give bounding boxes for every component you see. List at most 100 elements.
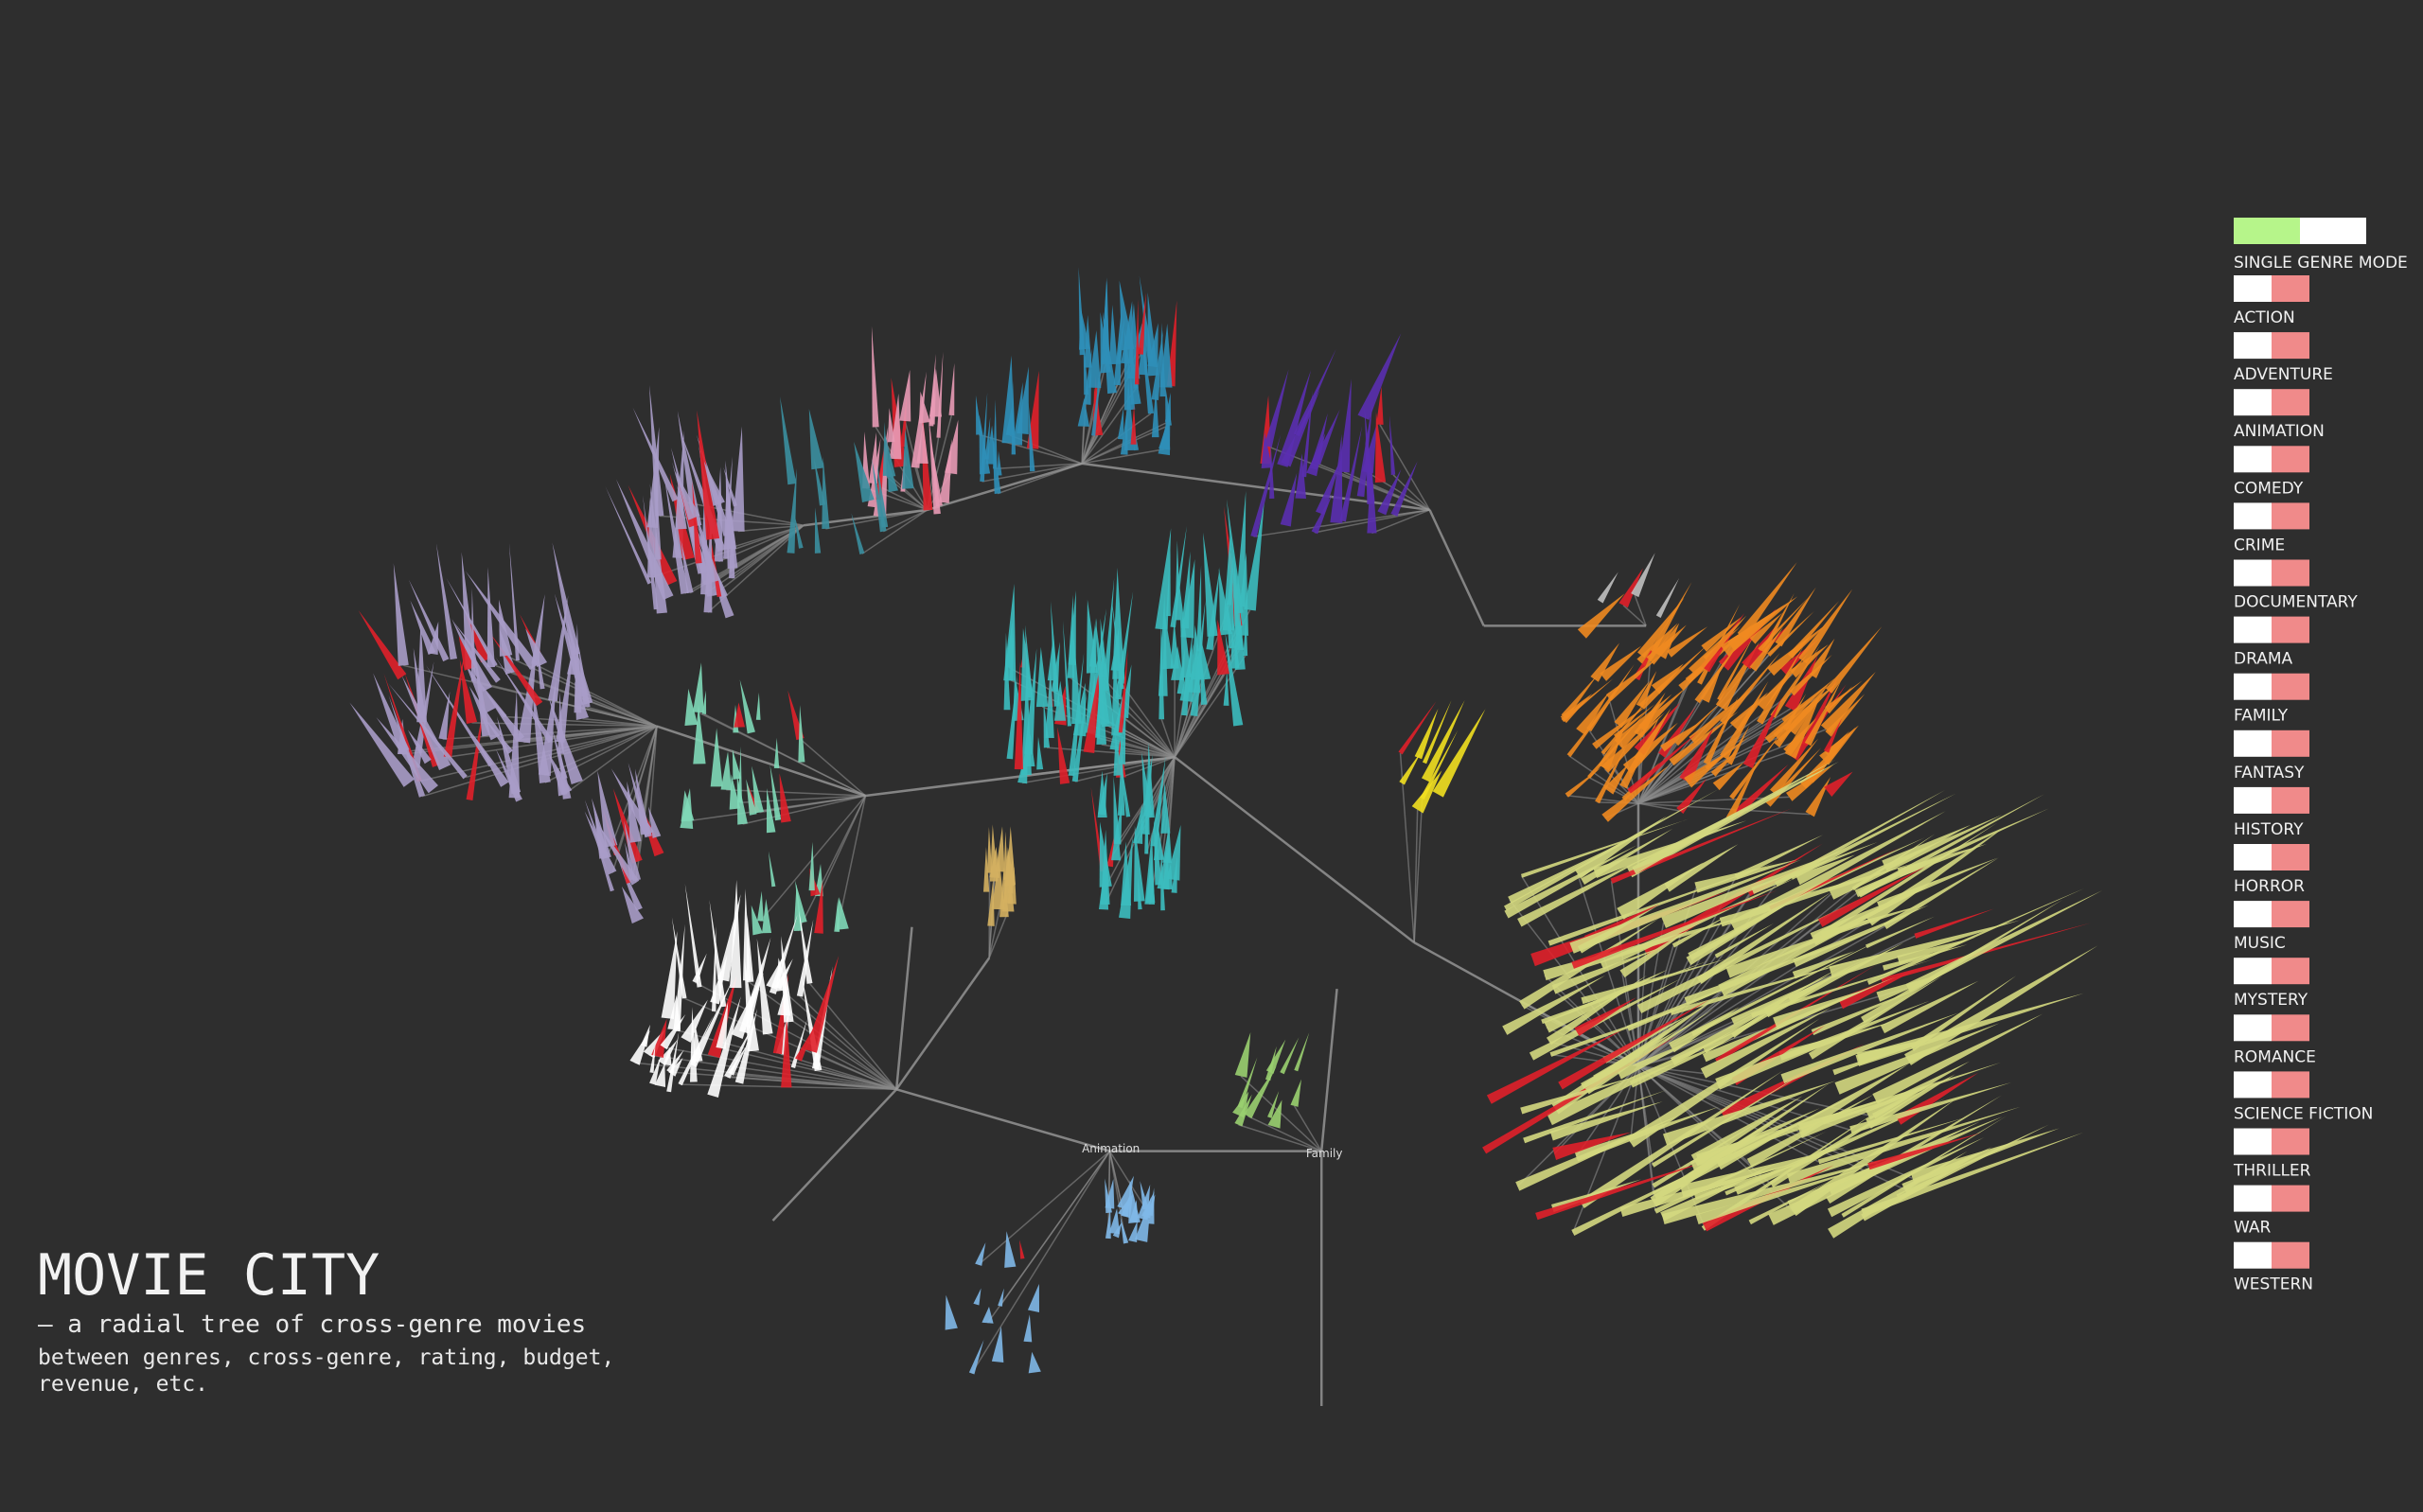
toggle-on[interactable] (2272, 1128, 2309, 1155)
movie-spike (1715, 1000, 1930, 1090)
genre-toggle[interactable] (2234, 389, 2309, 416)
toggle-off[interactable] (2234, 275, 2272, 302)
movie-spike (1001, 355, 1016, 444)
movie-spike (1160, 782, 1171, 834)
toggle-off[interactable] (2234, 786, 2272, 814)
movie-spike (1904, 945, 2098, 1065)
movie-spike (383, 673, 422, 782)
movie-spike (548, 595, 569, 702)
toggle-off[interactable] (2234, 446, 2272, 473)
toggle-off[interactable] (2234, 616, 2272, 643)
movie-spike (1700, 662, 1724, 703)
toggle-on[interactable] (2272, 901, 2309, 928)
movie-spike (1112, 568, 1125, 679)
toggle-off[interactable] (2234, 332, 2272, 360)
toggle-on[interactable] (2272, 275, 2309, 302)
movie-spike (1316, 457, 1342, 516)
genre-toggle[interactable] (2234, 1014, 2309, 1042)
toggle-on[interactable] (2272, 389, 2309, 416)
toggle-off[interactable] (2234, 1241, 2272, 1269)
tree-trunk (927, 462, 1083, 512)
toggle-on[interactable] (2272, 730, 2309, 757)
movie-spike (724, 1027, 752, 1079)
movie-spike (1199, 643, 1208, 705)
toggle-off[interactable] (2234, 901, 2272, 928)
genre-toggle[interactable] (2234, 1071, 2309, 1099)
movie-spike (1338, 378, 1352, 473)
movie-spike (1028, 1351, 1041, 1374)
toggle-on[interactable] (2272, 559, 2309, 587)
toggle-off[interactable] (2234, 673, 2272, 700)
movie-spike (1180, 558, 1195, 639)
movie-spike (1140, 1181, 1149, 1210)
genre-toggle[interactable] (2234, 958, 2309, 985)
toggle-on[interactable] (2272, 1014, 2309, 1042)
genre-toggle[interactable] (2234, 786, 2309, 814)
toggle-off[interactable] (2234, 1071, 2272, 1099)
toggle-off[interactable] (2234, 559, 2272, 587)
movie-spike (999, 867, 1009, 918)
tree-edge (611, 726, 658, 873)
genre-toggle[interactable] (2234, 616, 2309, 643)
movie-spike (1671, 913, 1732, 948)
toggle-off[interactable] (2234, 1128, 2272, 1155)
genre-toggle[interactable] (2234, 446, 2309, 473)
genre-toggle[interactable] (2234, 1185, 2309, 1212)
genre-toggle[interactable] (2234, 844, 2309, 870)
toggle-on[interactable] (2272, 786, 2309, 814)
movie-spike (720, 751, 732, 790)
toggle-off[interactable] (2234, 958, 2272, 985)
toggle-on[interactable] (2272, 616, 2309, 643)
toggle-off[interactable] (2234, 1185, 2272, 1212)
movie-spike (1053, 680, 1067, 721)
movie-spike (703, 461, 725, 506)
toggle-off[interactable] (2300, 218, 2366, 244)
toggle-on[interactable] (2272, 446, 2309, 473)
movie-spike (1748, 1182, 1828, 1225)
toggle-on[interactable] (2272, 332, 2309, 360)
movie-spike (1116, 316, 1125, 364)
movie-spike (1824, 771, 1853, 797)
toggle-off[interactable] (2234, 844, 2272, 870)
genre-label: SCIENCE FICTION (2234, 1104, 2373, 1123)
movie-spike (989, 824, 999, 882)
mode-toggle[interactable] (2234, 218, 2366, 244)
genre-toggle[interactable] (2234, 901, 2309, 928)
movie-spike (1631, 553, 1655, 598)
toggle-on[interactable] (2272, 1241, 2309, 1269)
movie-spike (1786, 1106, 2021, 1184)
toggle-on[interactable] (2272, 502, 2309, 530)
toggle-off[interactable] (2234, 389, 2272, 416)
movie-spike (407, 730, 432, 765)
movie-spike (1141, 328, 1155, 414)
toggle-on[interactable] (2272, 1185, 2309, 1212)
genre-toggle[interactable] (2234, 559, 2309, 587)
toggle-on[interactable] (2272, 958, 2309, 985)
movie-spike (868, 432, 878, 484)
genre-toggle[interactable] (2234, 1128, 2309, 1155)
movie-spike (1914, 908, 1994, 939)
toggle-off[interactable] (2234, 1014, 2272, 1042)
genre-toggle[interactable] (2234, 673, 2309, 700)
toggle-on[interactable] (2272, 844, 2309, 870)
movie-spike (1797, 589, 1853, 664)
toggle-on[interactable] (2272, 1071, 2309, 1099)
movie-spike (1227, 499, 1244, 614)
movie-spike (469, 686, 503, 741)
toggle-off[interactable] (2234, 502, 2272, 530)
movie-spike (1130, 405, 1137, 445)
movie-spike (1710, 748, 1740, 777)
movie-spike (1605, 654, 1662, 701)
toggle-on[interactable] (2234, 218, 2300, 244)
toggle-on[interactable] (2272, 673, 2309, 700)
toggle-off[interactable] (2234, 730, 2272, 757)
genre-toggle[interactable] (2234, 332, 2309, 360)
movie-spike (1584, 1008, 1716, 1095)
genre-toggle[interactable] (2234, 1241, 2309, 1269)
genre-toggle[interactable] (2234, 730, 2309, 757)
genre-toggle[interactable] (2234, 502, 2309, 530)
movie-spike (1243, 617, 1248, 657)
movie-spike (629, 1029, 650, 1065)
movie-spike (1720, 596, 1798, 657)
genre-toggle[interactable] (2234, 275, 2309, 302)
